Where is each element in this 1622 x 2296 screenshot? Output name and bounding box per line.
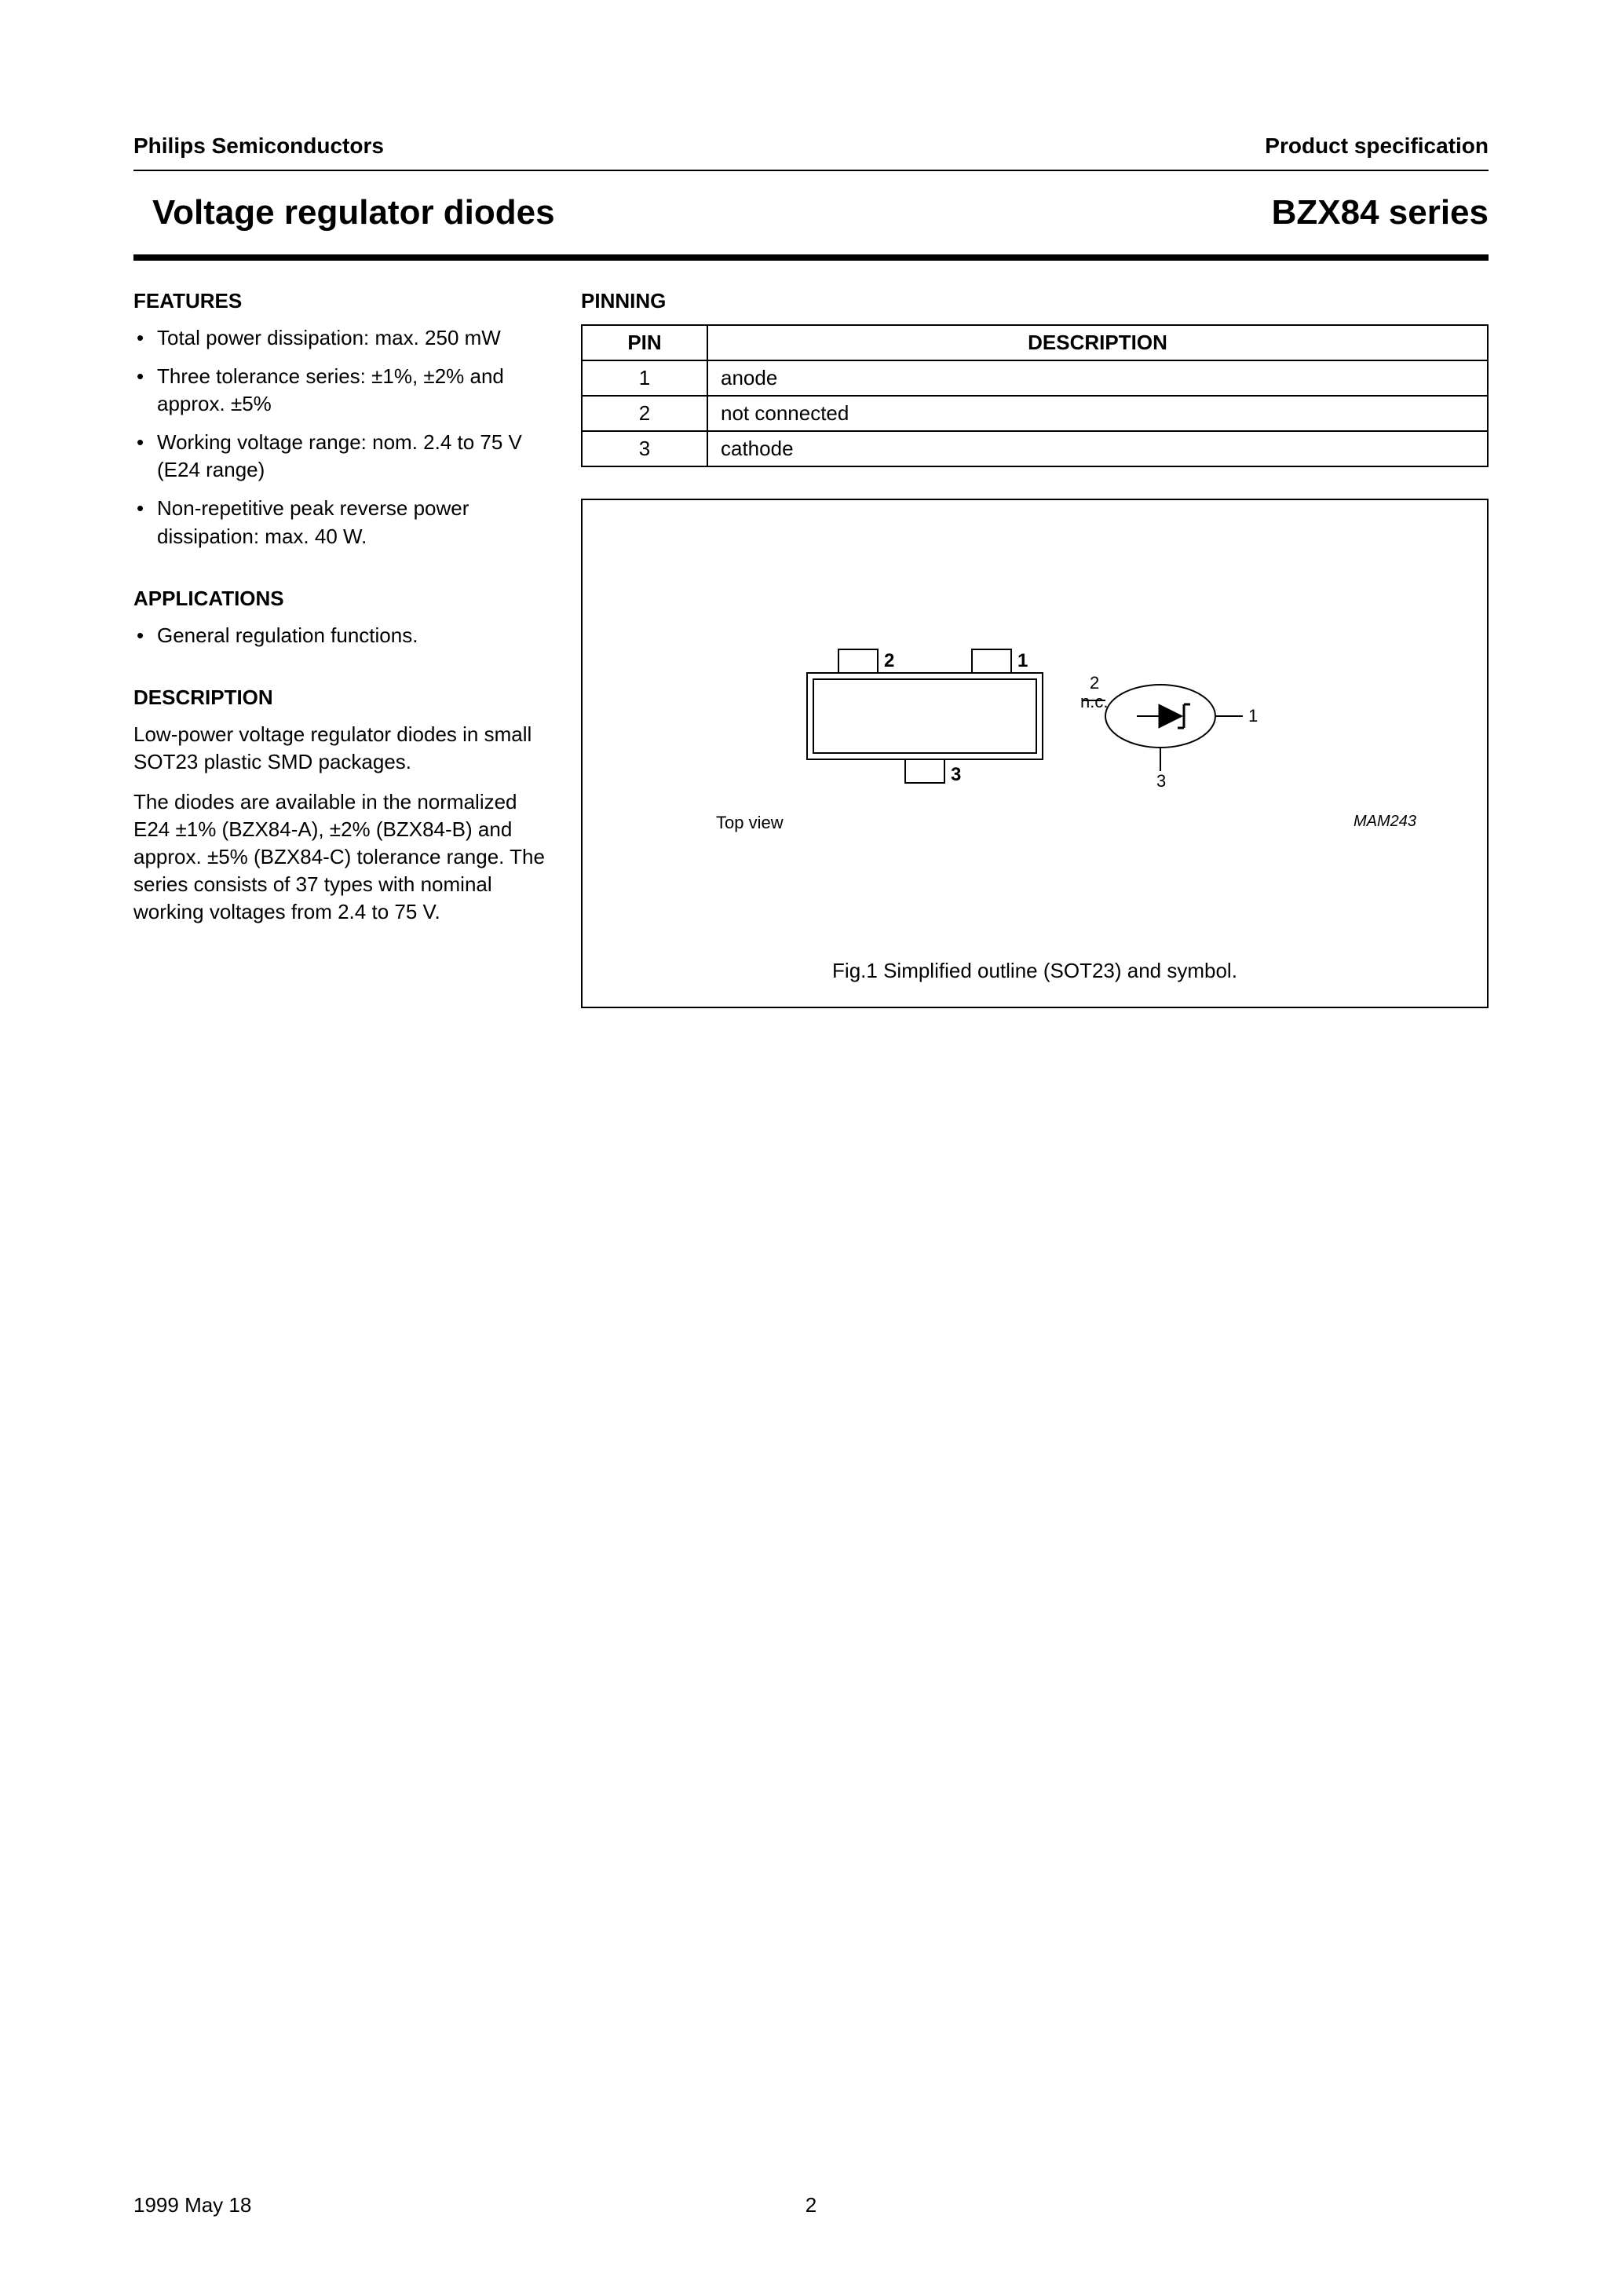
footer-page: 2 [806,2193,816,2217]
page-footer: 1999 May 18 2 [133,2193,1489,2217]
feature-item: Non-repetitive peak reverse power dissip… [133,495,550,550]
pinning-table: PIN DESCRIPTION 1anode2not connected3cat… [581,324,1489,467]
page-header: Philips Semiconductors Product specifica… [133,133,1489,159]
svg-text:1: 1 [1017,650,1028,671]
svg-text:2: 2 [1090,673,1099,693]
doc-type: Product specification [1265,133,1489,159]
description-paragraph: Low-power voltage regulator diodes in sm… [133,721,550,776]
content-area: FEATURES Total power dissipation: max. 2… [133,289,1489,1008]
pin-col-header: PIN [582,325,707,360]
left-column: FEATURES Total power dissipation: max. 2… [133,289,550,1008]
company-name: Philips Semiconductors [133,133,384,159]
pin-number: 1 [582,360,707,396]
topview-label: Top view [716,813,784,833]
application-item: General regulation functions. [133,622,550,649]
pin-description: anode [707,360,1488,396]
figure-box: 2132n.c.13 Top view MAM243 Fig.1 Simplif… [581,499,1489,1008]
figure-diagram: 2132n.c.13 [606,524,1463,830]
title-rule [133,254,1489,261]
table-row: 1anode [582,360,1488,396]
figure-caption: Fig.1 Simplified outline (SOT23) and sym… [606,959,1463,983]
svg-text:1: 1 [1248,706,1258,726]
applications-heading: APPLICATIONS [133,587,550,611]
feature-item: Total power dissipation: max. 250 mW [133,324,550,352]
figure-bottom-labels: Top view MAM243 [606,813,1463,833]
description-heading: DESCRIPTION [133,686,550,710]
features-heading: FEATURES [133,289,550,313]
svg-text:n.c.: n.c. [1080,692,1108,711]
svg-text:3: 3 [951,764,961,785]
feature-item: Three tolerance series: ±1%, ±2% and app… [133,363,550,418]
footer-date: 1999 May 18 [133,2193,251,2217]
description-paragraph: The diodes are available in the normaliz… [133,788,550,926]
features-list: Total power dissipation: max. 250 mW Thre… [133,324,550,550]
title-row: Voltage regulator diodes BZX84 series [133,171,1489,254]
right-column: PINNING PIN DESCRIPTION 1anode2not conne… [581,289,1489,1008]
table-row: 3cathode [582,431,1488,466]
feature-item: Working voltage range: nom. 2.4 to 75 V … [133,429,550,484]
table-row: 2not connected [582,396,1488,431]
applications-list: General regulation functions. [133,622,550,649]
page-title: Voltage regulator diodes [152,193,555,232]
pinning-heading: PINNING [581,289,1489,313]
svg-text:3: 3 [1156,771,1166,791]
desc-col-header: DESCRIPTION [707,325,1488,360]
pin-number: 2 [582,396,707,431]
part-number: BZX84 series [1272,193,1489,232]
pin-description: cathode [707,431,1488,466]
figure-code: MAM243 [1353,813,1416,833]
pin-number: 3 [582,431,707,466]
svg-text:2: 2 [884,650,894,671]
pin-description: not connected [707,396,1488,431]
